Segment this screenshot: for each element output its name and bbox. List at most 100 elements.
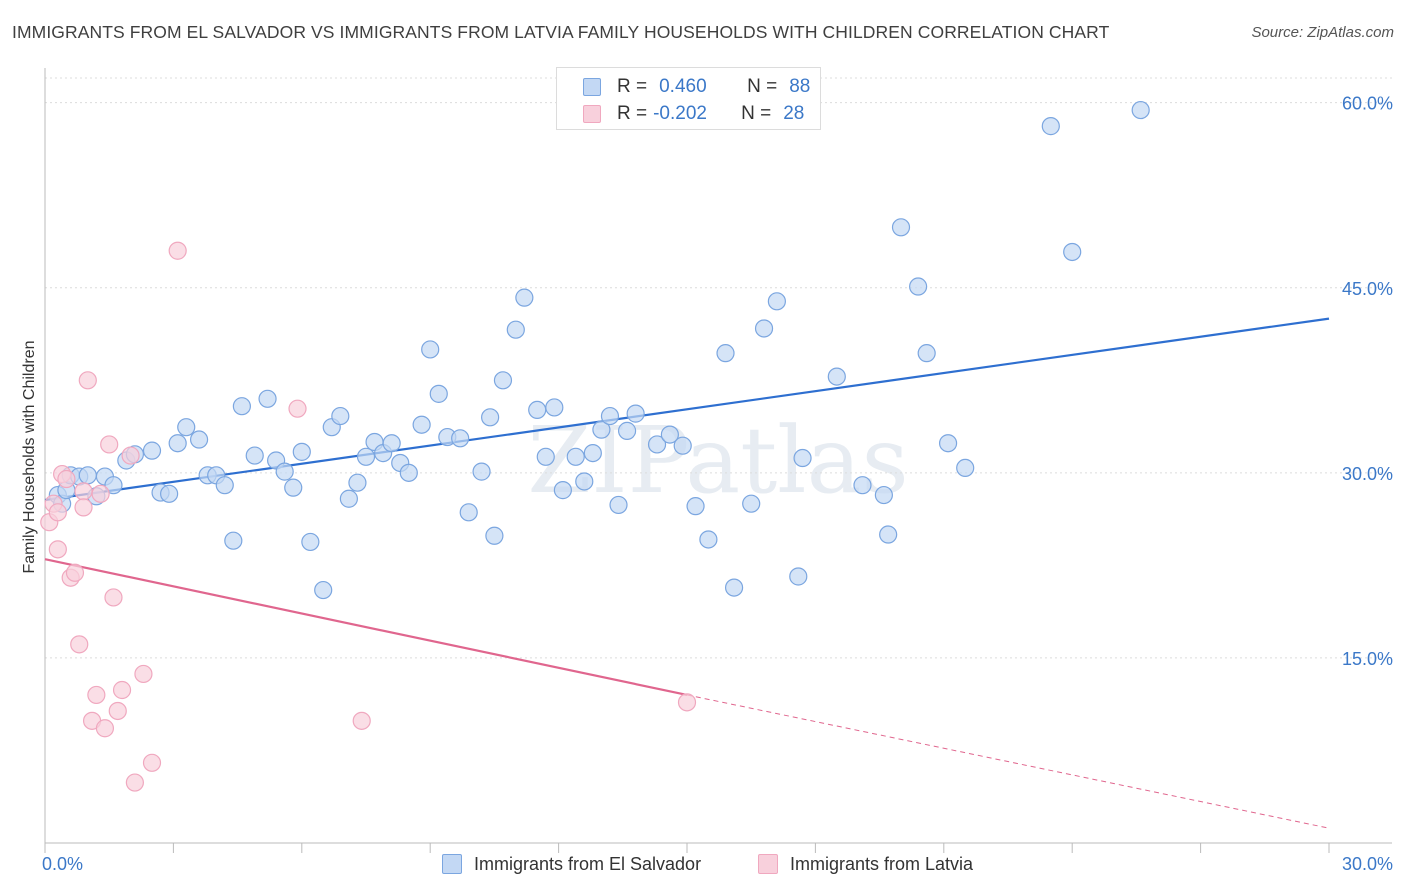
point-latvia [108,701,127,721]
point-el-salvador [583,443,602,463]
point-el-salvador [284,478,303,497]
trend-line-1 [44,558,688,697]
point-latvia [95,719,115,738]
point-el-salvador [506,320,525,339]
trend-line-0 [44,317,1330,502]
point-el-salvador [348,473,367,492]
point-el-salvador [382,434,401,453]
point-el-salvador [1063,242,1082,262]
legend-n-value: 28 [783,103,805,124]
point-latvia [74,498,93,517]
point-el-salvador [331,406,350,426]
series-swatch-latvia [758,854,778,874]
point-el-salvador [481,408,500,427]
point-el-salvador [314,580,333,600]
point-el-salvador [275,462,294,481]
legend-r-value: -0.202 [653,103,707,124]
point-latvia [134,664,153,684]
x-tick-label: 30.0% [1342,854,1393,874]
point-el-salvador [874,485,893,505]
legend-n-label: N = [747,76,778,97]
legend-swatch-latvia [583,105,601,123]
series-legend-latvia: Immigrants from Latvia [758,852,973,876]
point-el-salvador [536,447,555,466]
point-el-salvador [647,435,667,454]
point-el-salvador [789,567,808,586]
point-el-salvador [168,434,187,453]
correlation-legend: R = 0.460 N = 88 R = -0.202 N = 28 [556,67,821,130]
point-latvia [121,446,140,465]
point-el-salvador [1041,117,1060,136]
x-tick-label: 0.0% [42,854,83,874]
point-el-salvador [686,497,705,516]
point-el-salvador [742,494,761,513]
point-el-salvador [853,476,872,495]
point-el-salvador [459,503,478,522]
point-el-salvador [673,436,692,455]
series-name-el-salvador: Immigrants from El Salvador [474,853,702,874]
point-el-salvador [575,472,594,491]
point-latvia [142,753,162,772]
point-latvia [352,711,371,730]
point-el-salvador [224,531,243,550]
legend-row-latvia: R = -0.202 N = 28 [583,103,804,125]
trend-lines [44,317,1330,829]
point-latvia [87,685,106,705]
point-latvia [168,241,187,260]
point-latvia [48,540,67,559]
legend-n-label: N = [741,103,772,124]
point-el-salvador [245,446,264,465]
point-el-salvador [767,292,786,311]
point-el-salvador [142,441,162,460]
legend-n-value: 88 [789,76,811,97]
point-el-salvador [429,384,448,403]
y-tick-label: 45.0% [1342,279,1393,299]
point-latvia [104,588,123,607]
y-tick-label: 30.0% [1342,464,1393,484]
gridlines [45,77,1392,659]
point-el-salvador [938,434,958,453]
point-el-salvador [891,218,911,237]
point-el-salvador [617,421,637,440]
point-el-salvador [827,367,846,386]
point-el-salvador [177,418,196,437]
point-el-salvador [104,476,123,495]
point-el-salvador [1131,100,1150,120]
legend-r-value: 0.460 [659,76,707,97]
point-el-salvador [189,430,209,449]
point-latvia [70,635,89,654]
point-el-salvador [451,429,470,448]
point-latvia [74,482,93,501]
legend-row-el-salvador: R = 0.460 N = 88 [583,76,810,98]
point-el-salvador [528,400,547,420]
point-el-salvador [472,462,491,481]
point-el-salvador [399,463,418,482]
point-latvia [100,435,119,454]
legend-swatch-el-salvador [583,78,601,96]
point-el-salvador [917,344,936,363]
point-el-salvador [699,530,718,549]
point-el-salvador [592,420,611,439]
point-el-salvador [660,425,679,444]
trend-line-extension-1 [686,694,1330,829]
point-el-salvador [793,448,812,468]
point-el-salvador [515,288,534,307]
point-latvia [48,503,67,522]
point-el-salvador [724,578,744,597]
point-el-salvador [160,484,179,503]
point-el-salvador [258,389,277,408]
point-latvia [91,484,110,503]
series-name-latvia: Immigrants from Latvia [790,853,974,874]
data-points [40,100,1150,792]
point-el-salvador [909,277,928,296]
y-tick-label: 60.0% [1342,94,1393,114]
point-latvia [288,399,307,418]
point-el-salvador [421,340,440,359]
point-el-salvador [215,476,234,495]
chart-source: Source: ZipAtlas.com [1251,24,1394,41]
tick-labels: 15.0% 30.0% 45.0% 60.0% 0.0% 30.0% [42,94,1393,874]
point-el-salvador [339,489,358,508]
point-el-salvador [485,526,504,545]
axes [44,68,1392,853]
